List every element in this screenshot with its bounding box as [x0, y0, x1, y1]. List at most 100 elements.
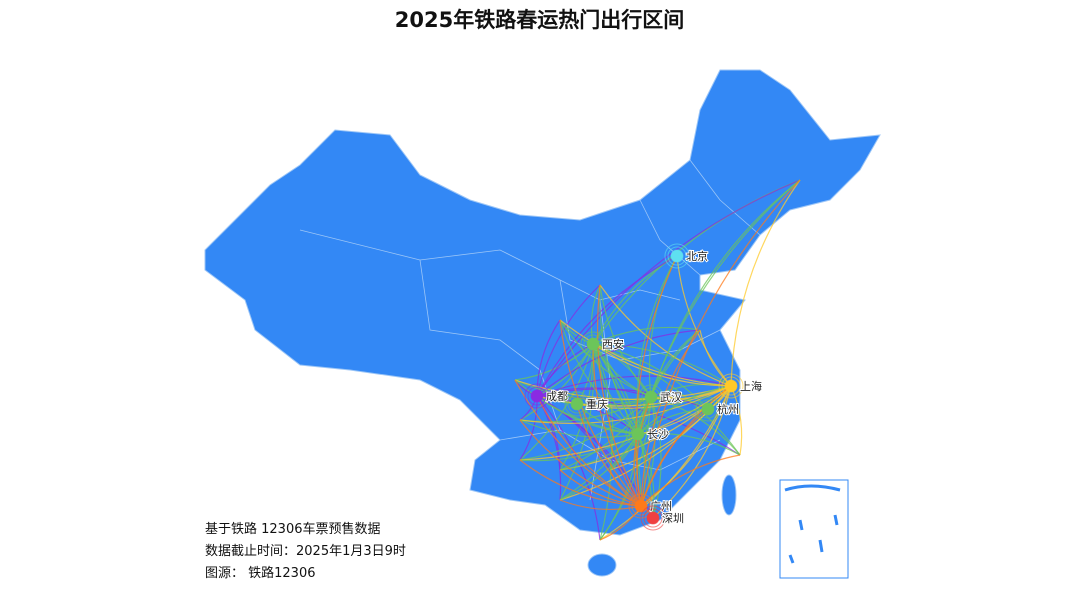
flow-line	[514, 379, 642, 507]
flow-line	[559, 499, 642, 511]
ripple-ring	[583, 334, 603, 354]
flow-line	[536, 319, 561, 397]
flow-line	[637, 408, 709, 435]
city-label: 重庆	[586, 397, 608, 411]
city-label: 杭州	[717, 402, 739, 416]
city-label: 成都	[546, 390, 568, 403]
hub-marker	[671, 250, 683, 262]
flow-line	[637, 432, 741, 456]
ripple-ring	[721, 376, 741, 396]
flow-line	[640, 408, 709, 507]
city-label: 北京	[686, 249, 708, 263]
ripple-ring	[567, 394, 587, 414]
flow-line	[536, 388, 709, 410]
flow-line	[592, 343, 642, 507]
flow-line	[536, 284, 601, 397]
ripple-ring	[641, 387, 661, 407]
flow-line	[637, 329, 701, 435]
ripple-ring	[698, 399, 718, 419]
flow-line	[559, 385, 732, 501]
city-label: 深圳	[662, 512, 684, 525]
hub-city[interactable]: 长沙	[625, 421, 670, 447]
flow-line	[599, 284, 639, 435]
flow-line	[519, 419, 642, 507]
flow-line	[637, 385, 732, 435]
hub-city[interactable]: 西安	[580, 331, 625, 357]
flow-line	[599, 284, 652, 398]
hub-city[interactable]: 上海	[718, 373, 763, 399]
flow-line	[730, 385, 743, 456]
flow-line	[519, 419, 639, 438]
flow-line	[599, 284, 732, 387]
hub-marker	[647, 512, 659, 524]
hub-city[interactable]: 重庆	[564, 391, 609, 417]
flow-line	[650, 396, 662, 519]
flow-line	[592, 343, 652, 398]
hub-marker	[632, 428, 644, 440]
mainland-region	[204, 69, 881, 536]
land-layer	[204, 69, 881, 577]
hub-marker	[635, 500, 647, 512]
city-label: 武汉	[660, 391, 682, 404]
city-label: 西安	[602, 337, 624, 351]
image-source-note: 图源： 铁路12306	[205, 566, 316, 581]
hub-city[interactable]: 深圳	[640, 505, 685, 531]
flow-line	[536, 375, 732, 397]
flow-line	[592, 343, 612, 541]
flow-line	[592, 343, 732, 387]
flow-line	[559, 319, 732, 387]
source-note: 基于铁路 12306车票预售数据	[205, 522, 381, 537]
ripple-ring	[638, 384, 664, 410]
flow-line	[519, 385, 732, 461]
ripple-ring	[667, 246, 687, 266]
ripple-ring	[524, 383, 550, 409]
ripple-ring	[640, 505, 666, 531]
city-label: 长沙	[647, 428, 669, 441]
flow-line	[640, 385, 732, 507]
hub-city[interactable]: 杭州	[695, 396, 740, 422]
ripple-ring	[628, 424, 648, 444]
ripple-ring	[643, 508, 663, 528]
flow-line	[676, 255, 732, 387]
flow-line	[559, 433, 639, 501]
flow-line	[536, 385, 732, 407]
flow-line	[633, 433, 642, 507]
hainan-region	[587, 553, 617, 577]
hub-marker	[645, 391, 657, 403]
flow-line	[536, 255, 678, 397]
hub-city[interactable]: 北京	[664, 243, 709, 269]
ripple-ring	[527, 386, 547, 406]
ripple-ring	[695, 396, 721, 422]
taiwan-region	[721, 474, 737, 516]
inset-islands	[784, 484, 841, 564]
hub-city[interactable]: 成都	[524, 383, 569, 409]
flow-line	[652, 385, 732, 519]
flow-line	[592, 343, 639, 435]
flow-line	[640, 179, 801, 507]
flow-line	[596, 284, 642, 507]
ripple-ring	[664, 243, 690, 269]
hub-marker	[702, 403, 714, 415]
flow-line	[576, 403, 642, 507]
flow-line	[559, 396, 652, 501]
ripple-ring	[564, 391, 590, 417]
ripple-ring	[625, 421, 651, 447]
ripple-ring	[718, 373, 744, 399]
hub-marker	[531, 390, 543, 402]
hub-marker	[725, 380, 737, 392]
south-china-sea-inset	[779, 479, 849, 579]
flow-line	[519, 459, 642, 507]
map-title: 2025年铁路春运热门出行区间	[394, 8, 685, 32]
flow-line	[536, 179, 801, 397]
flow-line	[730, 179, 801, 387]
flow-line	[536, 395, 642, 507]
hub-marker	[571, 398, 583, 410]
city-label: 上海	[740, 379, 762, 393]
hub-city[interactable]: 武汉	[638, 384, 683, 410]
flow-line	[519, 433, 639, 462]
hub-marker	[587, 338, 599, 350]
ripple-ring	[580, 331, 606, 357]
flow-line	[592, 343, 642, 507]
